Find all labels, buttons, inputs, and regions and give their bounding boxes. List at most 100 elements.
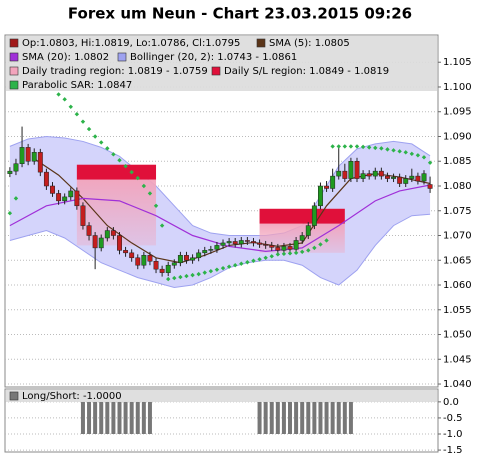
candle-body: [7, 170, 13, 174]
legend-label: Parabolic SAR: 1.0847: [22, 80, 132, 91]
sar-dot: [190, 272, 195, 278]
legend-label: Op:1.0803, Hi:1.0819, Lo:1.0786, Cl:1.07…: [22, 38, 240, 49]
bar: [288, 401, 293, 434]
sar-dot: [99, 140, 104, 145]
bar: [348, 401, 353, 434]
sar-dot: [251, 258, 256, 263]
candle-body: [220, 242, 226, 246]
y-tick-label: 1.060: [443, 280, 472, 291]
candle-body: [232, 241, 238, 245]
candle-body: [129, 252, 135, 259]
candle-body: [74, 190, 80, 207]
legend-label: Daily trading region: 1.0819 - 1.0759: [22, 66, 208, 77]
y-tick-label: 1.045: [443, 354, 472, 365]
sar-dot: [105, 146, 110, 151]
y-tick-label: -0.5: [443, 413, 463, 424]
candle-body: [366, 173, 372, 177]
candle-body: [238, 240, 244, 245]
bar: [336, 401, 341, 434]
candle-body: [281, 246, 287, 251]
candle-body: [98, 237, 104, 249]
candle-body: [372, 170, 378, 177]
candle-body: [263, 244, 269, 246]
candle-body: [299, 235, 305, 241]
bar: [324, 401, 329, 434]
candle-body: [19, 147, 25, 164]
sar-dot: [318, 242, 323, 247]
candle-body: [305, 225, 311, 236]
candle-body: [421, 173, 427, 182]
candle-body: [354, 160, 360, 179]
sar-dot: [129, 169, 134, 175]
candle-body: [330, 175, 336, 189]
sar-dot: [178, 274, 183, 280]
sar-dot: [299, 249, 305, 255]
legend-swatch: [9, 66, 19, 76]
legend-label: Long/Short: -1.0000: [22, 391, 122, 402]
candle-body: [287, 246, 293, 250]
sar-dot: [397, 149, 402, 154]
candle-body: [318, 185, 323, 207]
candle-body: [50, 185, 55, 194]
bollinger-lower: [9, 213, 431, 288]
candle-body: [25, 147, 31, 162]
sar-dot: [147, 191, 153, 196]
sar-dot: [80, 119, 86, 124]
candle-body: [385, 175, 390, 179]
bar: [275, 401, 280, 434]
y-tick-label: 1.040: [443, 379, 472, 390]
legend-label: Bollinger (20, 2): 1.0743 - 1.0861: [130, 52, 297, 63]
bar: [87, 401, 92, 434]
candle-body: [184, 255, 189, 261]
y-tick-label: 1.085: [443, 156, 472, 167]
y-tick-label: 1.095: [443, 107, 472, 118]
sar-dot: [354, 144, 360, 149]
candle-body: [110, 230, 116, 236]
sar-dot: [312, 245, 317, 251]
legend-swatch: [211, 66, 221, 76]
candle-body: [391, 176, 396, 179]
candle-body: [92, 235, 98, 249]
sar-dot: [269, 254, 274, 259]
bar: [141, 401, 146, 434]
sar-dot: [257, 257, 262, 262]
candle-body: [415, 175, 421, 182]
bar: [281, 401, 286, 434]
region: [76, 164, 157, 180]
bar: [111, 401, 116, 434]
sar-dot: [379, 146, 384, 151]
y-tick-label: 1.080: [443, 181, 472, 192]
sar-dot: [239, 261, 244, 266]
sar-dot: [62, 97, 67, 102]
candle-body: [165, 264, 171, 273]
sar-dot: [391, 148, 396, 153]
sar-dot: [74, 112, 80, 117]
sar-dot: [220, 265, 226, 271]
legend-swatch: [9, 52, 19, 62]
candle-body: [31, 152, 37, 162]
sar-dot: [141, 183, 147, 189]
sar-dot: [56, 92, 61, 97]
bar: [263, 401, 268, 434]
bar: [80, 401, 85, 434]
y-tick-label: 1.075: [443, 206, 472, 217]
candle-body: [403, 178, 409, 184]
bar: [105, 401, 110, 434]
sar-dot: [293, 250, 299, 256]
bar: [342, 401, 347, 434]
sar-dot: [196, 271, 201, 277]
legend-swatch: [256, 38, 266, 48]
chart-title: Forex um Neun - Chart 23.03.2015 09:26: [68, 5, 412, 23]
candle-body: [409, 175, 415, 179]
sar-dot: [92, 134, 98, 139]
sar-dot: [415, 153, 421, 158]
sar-dot: [324, 238, 329, 243]
sar-dot: [111, 152, 116, 157]
candle-body: [13, 163, 19, 172]
sar-dot: [421, 155, 427, 160]
y-tick-label: -1.5: [443, 445, 463, 456]
candle-body: [135, 257, 141, 266]
legend-swatch: [117, 52, 127, 62]
legend: Op:1.0803, Hi:1.0819, Lo:1.0786, Cl:1.07…: [6, 36, 437, 402]
bar: [129, 401, 134, 434]
